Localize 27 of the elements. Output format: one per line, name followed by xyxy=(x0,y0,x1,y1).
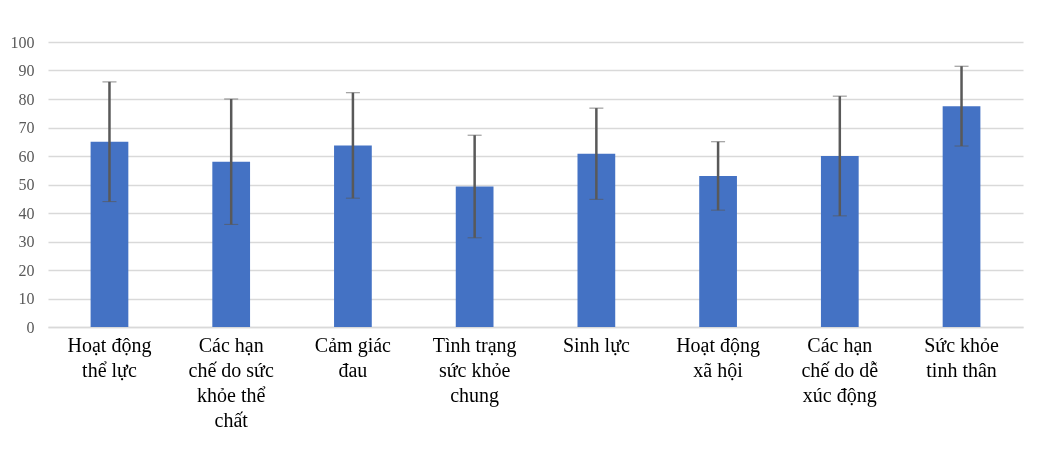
y-tick-label: 60 xyxy=(18,147,35,165)
bar xyxy=(942,106,981,327)
x-tick-label: Các hạn chế do sức khỏe thể chất xyxy=(188,333,274,431)
y-tick-label: 70 xyxy=(18,119,35,136)
y-tick-label: 80 xyxy=(18,90,35,108)
x-tick-label: Các hạn chế do dễ xúc động xyxy=(801,333,879,407)
bar xyxy=(699,175,737,327)
bar xyxy=(212,161,251,327)
y-tick-label: 50 xyxy=(18,176,35,193)
bar xyxy=(334,145,372,327)
bar xyxy=(90,141,129,327)
y-tick-label: 20 xyxy=(18,261,35,279)
x-tick-label: Cảm giác đau xyxy=(314,333,392,381)
y-tick-label: 10 xyxy=(18,290,35,307)
x-tick-label: Tình trạng sức khỏe chung xyxy=(432,333,517,407)
x-tick-label: Sinh lực xyxy=(562,333,630,356)
y-tick-label: 90 xyxy=(18,62,35,79)
y-tick-label: 0 xyxy=(26,318,35,336)
x-tick-label: Sức khỏe tinh thân xyxy=(924,333,1000,381)
x-tick-label: Hoạt động thể lực xyxy=(67,333,152,381)
bar xyxy=(820,156,859,327)
y-tick-label: 40 xyxy=(18,204,35,222)
bar xyxy=(455,186,494,327)
bar xyxy=(577,153,616,327)
y-tick-label: 100 xyxy=(10,33,35,51)
y-tick-label: 30 xyxy=(18,233,35,250)
x-tick-label: Hoạt động xã hội xyxy=(676,333,761,381)
